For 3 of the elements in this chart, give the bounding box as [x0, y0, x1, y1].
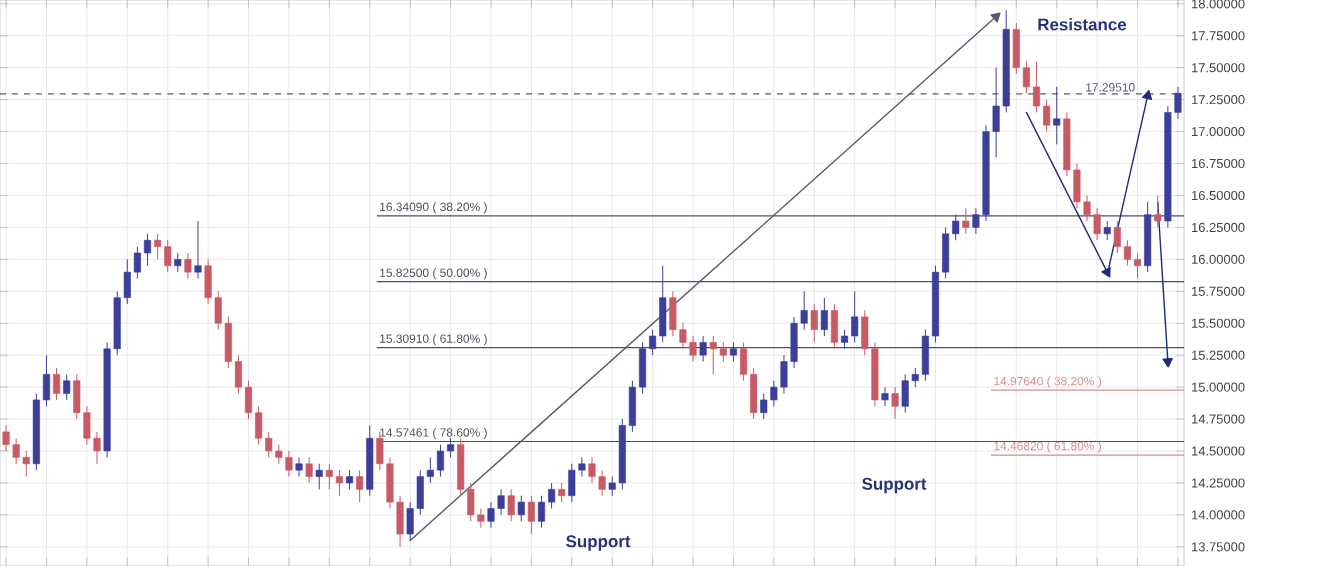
- annotation: Support: [566, 535, 631, 551]
- annotation: Support: [862, 477, 927, 494]
- annotation: Resistance: [1038, 18, 1127, 31]
